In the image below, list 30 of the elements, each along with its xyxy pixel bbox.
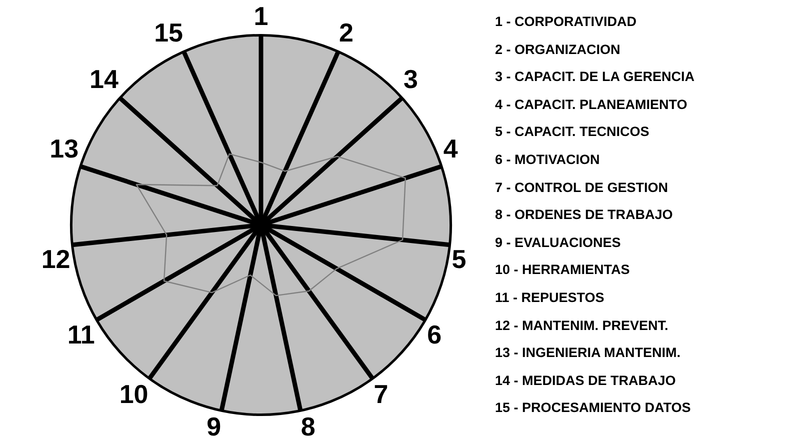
- text: 1 - CORPORATIVIDAD: [495, 13, 638, 31]
- text: 14 - MEDIDAS DE TRABAJO: [495, 372, 677, 390]
- spoke-label: 13: [50, 133, 79, 164]
- text: 2 - ORGANIZACION: [495, 40, 622, 59]
- spoke-label: 7: [374, 378, 388, 409]
- spoke-label: 8: [300, 411, 316, 442]
- text: 4 - CAPACIT. PLANEAMIENTO: [495, 96, 688, 114]
- spoke-label: 10: [119, 378, 148, 409]
- spoke-label: 2: [339, 17, 354, 48]
- text: 10 - HERRAMIENTAS: [495, 261, 631, 280]
- spoke-label: 6: [427, 320, 442, 350]
- text: 11 - REPUESTOS: [495, 288, 606, 307]
- spoke-label: 5: [452, 244, 466, 274]
- spoke-label: 15: [154, 17, 183, 48]
- text: 13 - INGENIERIA MANTENIM.: [495, 344, 682, 362]
- spoke-label: 11: [67, 320, 95, 350]
- spoke-label: 3: [404, 64, 418, 94]
- text: 7 - CONTROL DE GESTION: [495, 178, 670, 197]
- text: 8 - ORDENES DE TRABAJO: [495, 206, 674, 224]
- spoke-label: 12: [41, 244, 70, 274]
- spoke-label: 4: [443, 133, 458, 164]
- text: 6 - MOTIVACION: [495, 150, 601, 169]
- spoke-label: 9: [206, 411, 222, 442]
- text: 9 - EVALUACIONES: [495, 234, 622, 252]
- text: 3 - CAPACIT. DE LA GERENCIA: [495, 68, 695, 86]
- text: 15 - PROCESAMIENTO DATOS: [495, 399, 692, 418]
- spoke-label: 1: [254, 0, 268, 31]
- spoke-label: 14: [90, 64, 120, 94]
- text: 5 - CAPACIT. TECNICOS: [495, 123, 650, 142]
- text: 12 - MANTENIM. PREVENT.: [495, 316, 670, 335]
